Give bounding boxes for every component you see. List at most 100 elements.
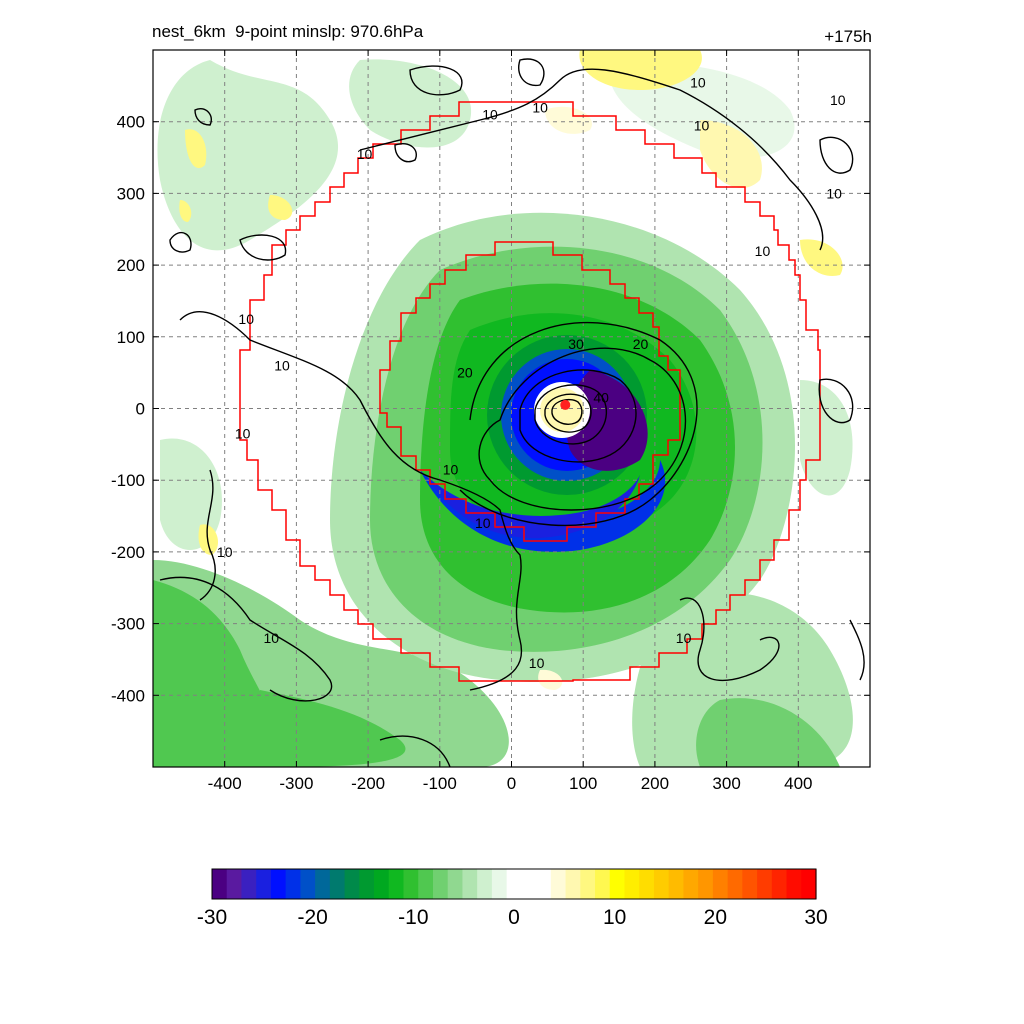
- contour-label: 10: [357, 146, 373, 162]
- x-tick-label: -400: [208, 774, 242, 793]
- colorbar-swatch: [285, 869, 301, 899]
- contour-label: 10: [238, 311, 254, 327]
- x-tick-label: 100: [569, 774, 597, 793]
- colorbar-swatch: [668, 869, 685, 899]
- colorbar-swatch: [565, 869, 581, 899]
- colorbar-swatch: [300, 869, 316, 899]
- y-tick-label: -400: [111, 686, 145, 705]
- field-shading: [153, 50, 870, 767]
- colorbar-swatch: [609, 869, 626, 899]
- y-tick-label: 0: [136, 400, 145, 419]
- colorbar-tick-label: 0: [508, 906, 520, 929]
- colorbar-swatch: [506, 869, 522, 899]
- nest-boundaries: [239, 101, 821, 682]
- colorbar-tick-label: 30: [804, 906, 828, 929]
- contour-label: 10: [529, 655, 545, 671]
- colorbar: [211, 868, 817, 900]
- colorbar-frame: [211, 868, 817, 900]
- y-tick-label: 200: [117, 256, 145, 275]
- colorbar-swatch: [477, 869, 493, 899]
- contour-label: 10: [475, 515, 491, 531]
- contour-label: 10: [443, 461, 459, 477]
- colorbar-swatch: [536, 869, 552, 899]
- plot-title: nest_6km 9-point minslp: 970.6hPa: [152, 22, 424, 41]
- y-tick-label: -200: [111, 543, 145, 562]
- x-axis: -400 -300 -200 -100 0 100 200 300 400: [208, 50, 812, 793]
- contour-label: 10: [676, 630, 692, 646]
- colorbar-swatch: [270, 869, 287, 899]
- contour-label: 20: [457, 365, 473, 381]
- contour-label: 10: [217, 544, 233, 560]
- colorbar-swatch: [344, 869, 360, 899]
- colorbar-swatch: [595, 869, 611, 899]
- x-tick-label: -100: [423, 774, 457, 793]
- x-tick-label: 300: [712, 774, 740, 793]
- x-tick-label: -200: [351, 774, 385, 793]
- outer-nest-boundary: [239, 101, 821, 682]
- contour-label: 10: [755, 243, 771, 259]
- colorbar-swatch: [757, 869, 773, 899]
- colorbar-swatch: [742, 869, 758, 899]
- colorbar-swatch: [727, 869, 743, 899]
- contour-label: 10: [235, 426, 251, 442]
- colorbar-swatch: [550, 869, 567, 899]
- colorbar-swatch: [624, 869, 640, 899]
- colorbar-swatch: [580, 869, 596, 899]
- storm-center-marker: [560, 399, 571, 410]
- contour-label: 20: [633, 336, 649, 352]
- y-axis: 400 300 200 100 0 -100 -200 -300 -400: [111, 113, 870, 705]
- inner-nest-boundary: [379, 241, 681, 542]
- colorbar-swatch: [374, 869, 390, 899]
- contour-label: 10: [694, 117, 710, 133]
- colorbar-tick-label: -30: [196, 906, 228, 929]
- contour-lines: [159, 58, 865, 767]
- contour-label: 10: [690, 74, 706, 90]
- colorbar-swatch: [771, 869, 788, 899]
- x-tick-label: 200: [641, 774, 669, 793]
- colorbar-swatch: [712, 869, 729, 899]
- colorbar-tick-label: 10: [602, 906, 627, 929]
- contour-labels: 10 10 10 10 10 10 10 10 10 10 10 10 10 10 10 10 10 20 20 30…: [217, 74, 846, 671]
- colorbar-swatch: [359, 869, 375, 899]
- y-tick-label: 300: [117, 184, 145, 203]
- colorbar-swatch: [388, 869, 405, 899]
- colorbar-swatch: [329, 869, 346, 899]
- colorbar-swatch: [315, 869, 331, 899]
- contour-label: 40: [593, 390, 609, 406]
- x-tick-label: 0: [507, 774, 516, 793]
- colorbar-tick-label: -20: [297, 906, 328, 929]
- contour-label: 30: [568, 336, 584, 352]
- contour-label: 10: [274, 357, 290, 373]
- colorbar-tick-label: 20: [703, 906, 728, 929]
- forecast-hour-label: +175h: [824, 27, 872, 46]
- colorbar-swatch: [698, 869, 714, 899]
- colorbar-swatch: [226, 869, 243, 899]
- contour-label: 10: [482, 107, 498, 123]
- colorbar-swatch: [786, 869, 802, 899]
- x-tick-label: 400: [784, 774, 812, 793]
- colorbar-tick-label: -10: [398, 906, 429, 929]
- y-tick-label: -100: [111, 471, 145, 490]
- colorbar-swatch: [639, 869, 655, 899]
- colorbar-swatch: [212, 869, 228, 899]
- contour-label: 10: [830, 92, 846, 108]
- colorbar-swatch: [418, 869, 434, 899]
- colorbar-swatch: [432, 869, 449, 899]
- colorbar-swatch: [683, 869, 699, 899]
- colorbar-labels: -30 -20 -10 0 10 20 30: [197, 906, 828, 936]
- colorbar-swatch: [447, 869, 464, 899]
- colorbar-swatch: [801, 869, 817, 899]
- colorbar-swatch: [491, 869, 508, 899]
- y-tick-label: -300: [111, 615, 145, 634]
- y-tick-label: 100: [117, 328, 145, 347]
- contour-label: 10: [264, 630, 280, 646]
- contour-label: 10: [826, 185, 842, 201]
- x-tick-label: -300: [279, 774, 313, 793]
- colorbar-swatch: [653, 869, 670, 899]
- colorbar-swatch: [241, 869, 257, 899]
- colorbar-swatch: [462, 869, 478, 899]
- colorbar-swatch: [521, 869, 537, 899]
- contour-label: 10: [532, 99, 548, 115]
- colorbar-swatch: [403, 869, 419, 899]
